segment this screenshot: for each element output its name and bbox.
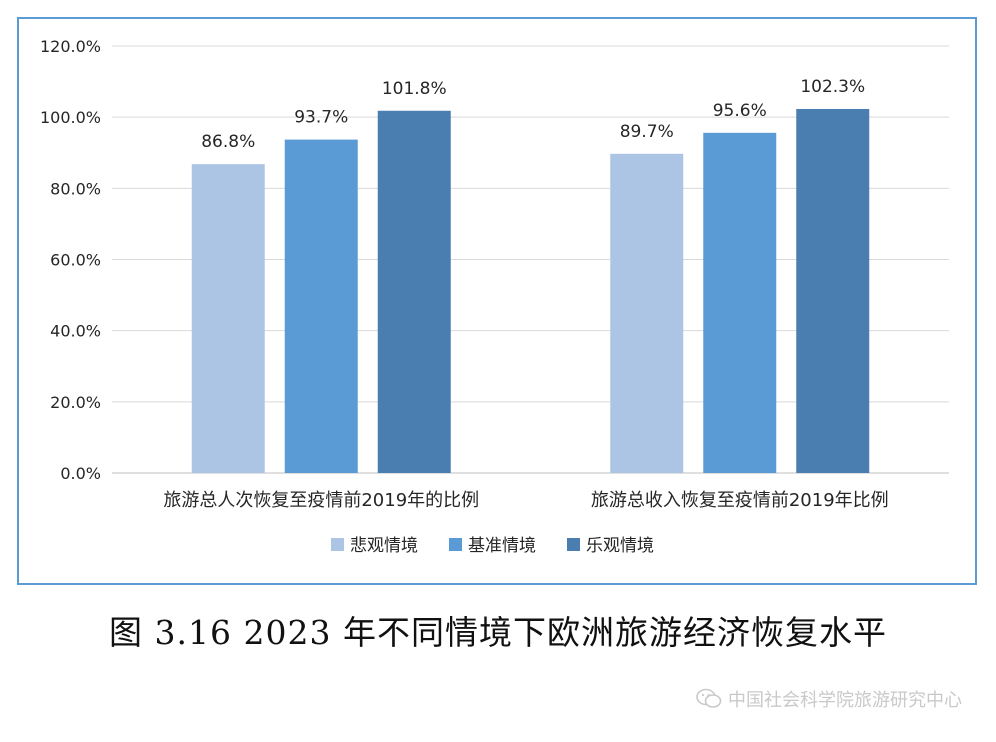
watermark-text: 中国社会科学院旅游研究中心 <box>728 690 962 711</box>
legend-swatch <box>567 538 580 551</box>
figure-caption: 图 3.16 2023 年不同情境下欧洲旅游经济恢复水平 <box>109 613 887 652</box>
data-label: 95.6% <box>713 101 767 121</box>
legend-label: 悲观情境 <box>350 536 418 556</box>
bar-chart: 0.0% 20.0% 40.0% 60.0% 80.0% 100.0% 120.0% 86.8… <box>40 37 949 556</box>
bar <box>284 139 358 473</box>
y-tick-label: 120.0% <box>40 37 101 56</box>
bar <box>610 153 684 473</box>
y-tick-label: 40.0% <box>50 322 101 341</box>
bar <box>191 164 265 474</box>
data-label: 101.8% <box>382 79 447 99</box>
y-tick-label: 80.0% <box>50 179 101 198</box>
data-label: 86.8% <box>201 132 255 152</box>
chart-frame: 0.0% 20.0% 40.0% 60.0% 80.0% 100.0% 120.0% 86.8… <box>17 17 977 585</box>
legend-label: 基准情境 <box>468 536 536 556</box>
x-category-label: 旅游总收入恢复至疫情前2019年比例 <box>591 490 889 511</box>
bar <box>796 108 870 474</box>
data-label: 89.7% <box>620 122 674 142</box>
wechat-icon <box>696 688 722 708</box>
legend-label: 乐观情境 <box>586 536 654 556</box>
legend-swatch <box>449 538 462 551</box>
bar <box>377 110 451 474</box>
y-tick-label: 100.0% <box>40 108 101 127</box>
data-label: 93.7% <box>294 108 348 128</box>
y-tick-label: 0.0% <box>60 464 101 483</box>
y-tick-label: 20.0% <box>50 393 101 412</box>
bar <box>703 132 777 473</box>
x-category-label: 旅游总人次恢复至疫情前2019年的比例 <box>163 490 479 511</box>
legend-swatch <box>331 538 344 551</box>
watermark: 中国社会科学院旅游研究中心 <box>696 686 962 712</box>
data-label: 102.3% <box>800 77 865 97</box>
y-tick-label: 60.0% <box>50 251 101 270</box>
